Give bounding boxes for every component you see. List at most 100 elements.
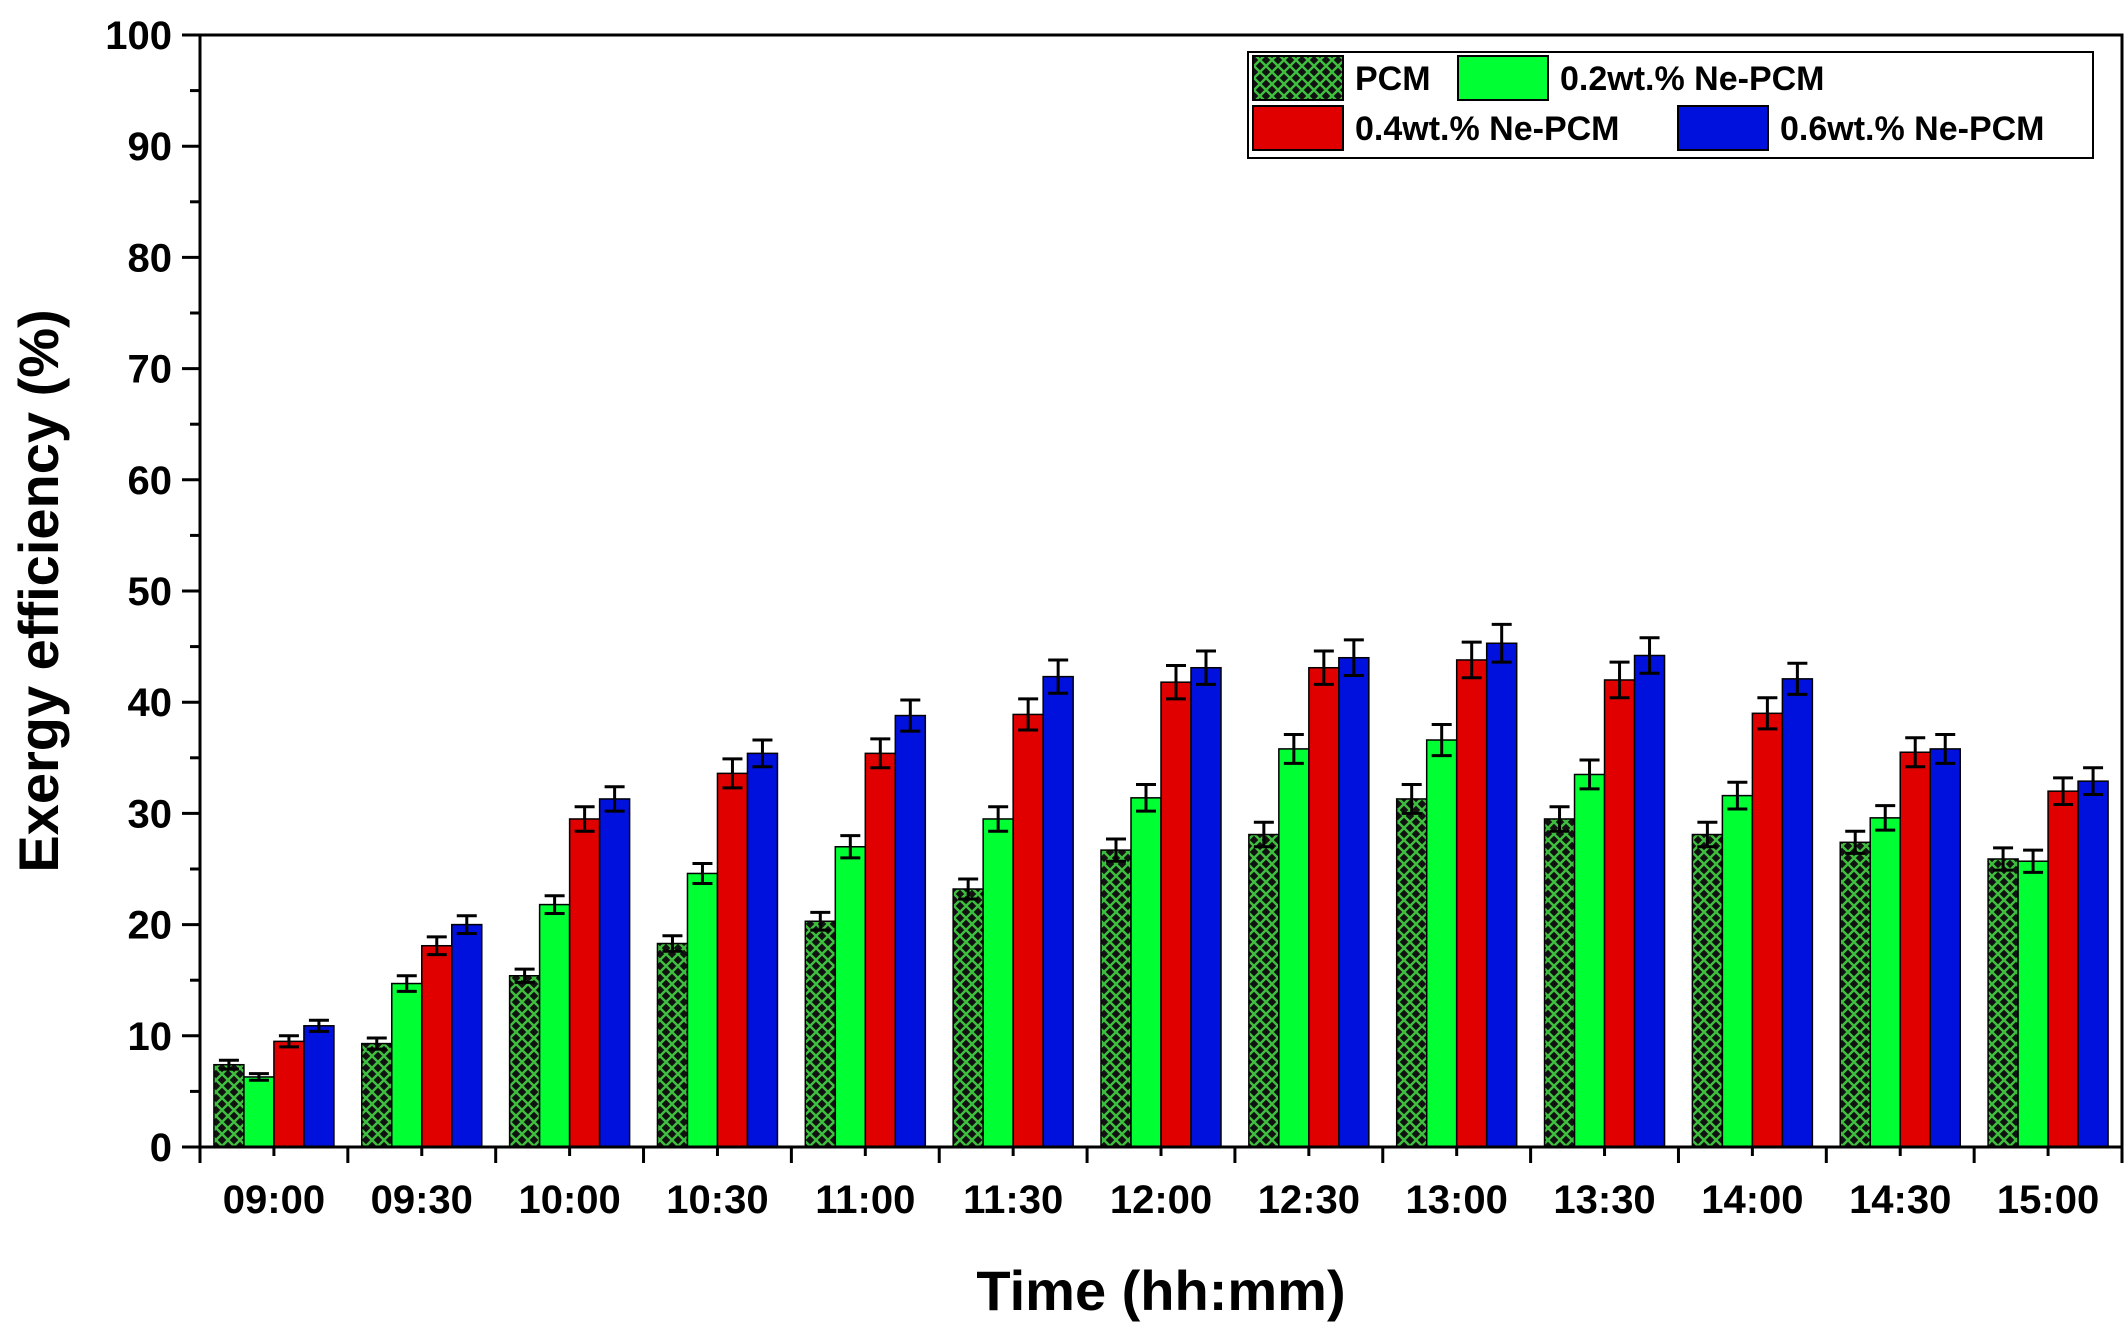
legend-item: 0.4wt.% Ne-PCM (1252, 105, 1620, 151)
error-bar (396, 974, 417, 993)
y-tick-label: 20 (128, 904, 173, 948)
x-axis-title: Time (hh:mm) (976, 1259, 1345, 1322)
y-axis-title: Exergy efficiency (%) (7, 309, 70, 872)
y-tick-label: 0 (150, 1126, 172, 1170)
error-bar (574, 805, 595, 833)
bar-0-6wt-ne-pcm-1430 (1929, 748, 1961, 1148)
legend: PCM 0.2wt.% Ne-PCM 0.4wt.% Ne-PCM 0.6wt.% N… (1247, 51, 2094, 159)
error-bar (514, 967, 535, 984)
x-tick-label: 13:00 (1406, 1178, 1508, 1222)
bar-0-2wt-ne-pcm-1330 (1573, 773, 1606, 1148)
error-bar (1343, 638, 1364, 678)
bar-pcm-1430 (1839, 841, 1871, 1148)
bar-pcm-1100 (804, 920, 837, 1148)
bar-0-6wt-ne-pcm-0900 (303, 1025, 335, 1148)
x-axis-ticks: 09:00 09:30 10:00 10:30 11:00 11:30 12:00 12:30… (198, 1147, 2124, 1222)
x-tick-label: 14:30 (1849, 1178, 1951, 1222)
bar-0-4wt-ne-pcm-1200 (1160, 681, 1192, 1148)
bar-0-4wt-ne-pcm-1100 (864, 752, 897, 1148)
bar-pcm-1030 (656, 942, 689, 1148)
bar-0-4wt-ne-pcm-1500 (2047, 790, 2079, 1148)
bar-0-4wt-ne-pcm-1330 (1603, 679, 1636, 1148)
y-tick-label: 50 (128, 570, 173, 614)
bar-pcm-0900 (213, 1063, 245, 1148)
error-bar (1136, 782, 1156, 813)
legend-item: PCM (1252, 55, 1431, 101)
y-tick-label: 60 (128, 459, 173, 503)
error-bar (1283, 732, 1304, 765)
error-bar (900, 698, 921, 733)
error-bar (1787, 661, 1808, 696)
bar-pcm-1200 (1100, 849, 1132, 1148)
error-bar (1018, 697, 1039, 732)
bar-pcm-1300 (1395, 798, 1428, 1148)
legend-item: 0.6wt.% Ne-PCM (1677, 105, 2045, 151)
error-bar (1727, 780, 1748, 811)
legend-swatch (1677, 105, 1769, 151)
bar-0-2wt-ne-pcm-1000 (538, 903, 571, 1148)
error-bar (1993, 846, 2014, 872)
bar-pcm-1000 (508, 975, 541, 1148)
legend-box (1247, 51, 2094, 159)
error-bar (1757, 696, 1778, 731)
error-bar (456, 914, 477, 935)
error-bar (662, 934, 683, 953)
x-tick-label: 09:00 (223, 1178, 325, 1222)
bar-0-2wt-ne-pcm-0900 (243, 1076, 275, 1148)
error-bar (752, 738, 773, 769)
legend-label: PCM (1355, 60, 1431, 98)
bar-0-6wt-ne-pcm-1030 (746, 752, 779, 1148)
x-tick-label: 11:00 (815, 1178, 915, 1222)
error-bar (1609, 660, 1630, 700)
plot-frame (198, 33, 2124, 1149)
error-bar (1579, 758, 1600, 791)
error-bar (958, 877, 979, 901)
bar-0-4wt-ne-pcm-0930 (421, 944, 453, 1148)
bar-pcm-1500 (1987, 858, 2019, 1148)
error-bars (218, 622, 2104, 1082)
legend-label: 0.2wt.% Ne-PCM (1560, 60, 1825, 98)
y-tick-label: 90 (128, 125, 173, 169)
error-bar (722, 757, 743, 790)
bar-0-6wt-ne-pcm-1230 (1338, 656, 1370, 1148)
error-bar (1401, 782, 1422, 815)
bar-0-2wt-ne-pcm-1400 (1721, 794, 1754, 1148)
error-bar (1639, 636, 1660, 675)
legend-label: 0.6wt.% Ne-PCM (1780, 110, 2045, 148)
bar-0-4wt-ne-pcm-1030 (716, 772, 749, 1148)
error-bar (1431, 722, 1452, 758)
error-bar (1845, 829, 1866, 855)
error-bar (1048, 658, 1069, 695)
error-bar (1253, 820, 1274, 849)
bar-0-2wt-ne-pcm-1300 (1425, 739, 1458, 1148)
legend-label: 0.4wt.% Ne-PCM (1355, 110, 1620, 148)
error-bar (1491, 622, 1512, 664)
error-bar (248, 1072, 269, 1082)
x-tick-label: 12:30 (1258, 1178, 1360, 1222)
error-bar (426, 935, 447, 957)
error-bar (308, 1018, 329, 1033)
bar-0-6wt-ne-pcm-1100 (894, 714, 927, 1148)
bar-0-6wt-ne-pcm-1130 (1042, 675, 1074, 1148)
error-bar (810, 910, 831, 932)
error-bar (1461, 640, 1482, 680)
bar-pcm-1230 (1248, 833, 1280, 1148)
bar-0-2wt-ne-pcm-1230 (1278, 748, 1310, 1148)
error-bar (2023, 848, 2044, 874)
legend-swatch (1457, 55, 1549, 101)
error-bar (2083, 766, 2104, 796)
y-tick-label: 30 (128, 792, 173, 836)
error-bar (1697, 820, 1718, 849)
bar-0-4wt-ne-pcm-1430 (1899, 751, 1931, 1148)
bar-0-4wt-ne-pcm-0900 (273, 1040, 305, 1148)
bar-0-6wt-ne-pcm-1000 (598, 798, 631, 1148)
error-bar (218, 1058, 239, 1071)
error-bar (1166, 664, 1186, 701)
error-bar (1196, 649, 1216, 686)
bar-0-6wt-ne-pcm-1200 (1190, 666, 1222, 1148)
legend-item: 0.2wt.% Ne-PCM (1457, 55, 1825, 101)
error-bar (1875, 804, 1896, 832)
bar-pcm-1130 (952, 888, 984, 1148)
y-tick-label: 100 (105, 14, 172, 58)
